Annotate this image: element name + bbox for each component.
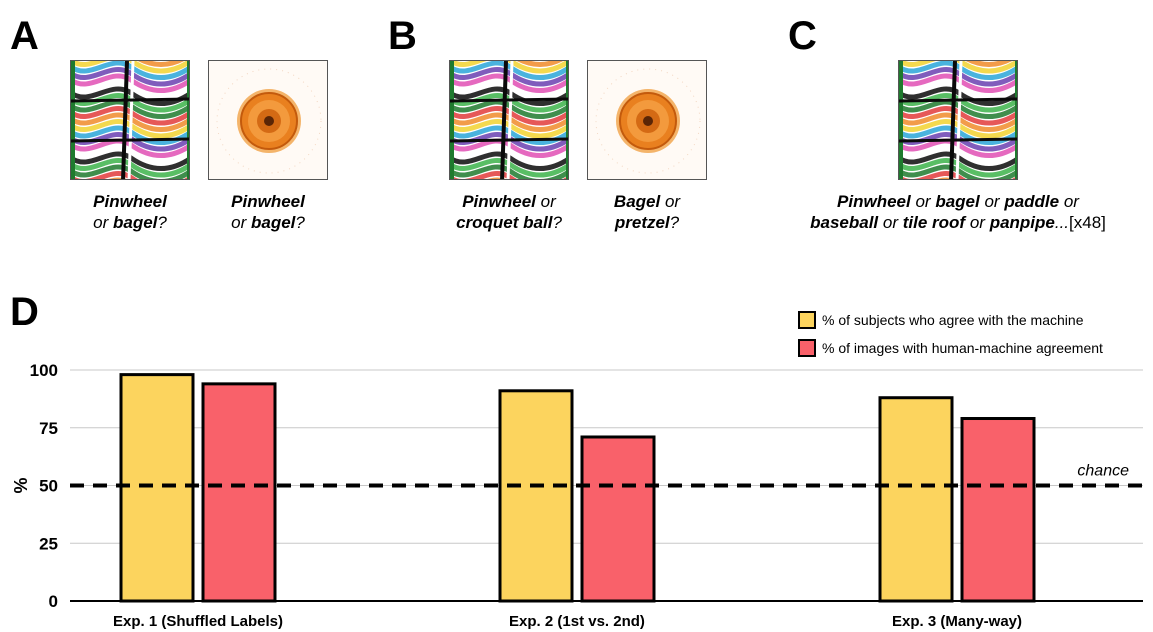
- caption-b-1: Pinwheel or croquet ball?: [456, 192, 562, 232]
- x-tick-label: Exp. 3 (Many-way): [892, 613, 1022, 630]
- bagel-image: [208, 60, 328, 180]
- caption-c: Pinwheel or bagel or paddle or baseball …: [810, 192, 1106, 232]
- pinwheel-image: [70, 60, 190, 180]
- bar: [878, 396, 954, 603]
- bar-chart: 0 25 50 75 100% Exp. 1 (Shuffled Labels) Exp. …: [11, 361, 1143, 630]
- y-tick-label: 0: [49, 592, 58, 611]
- x-tick-label: Exp. 2 (1st vs. 2nd): [509, 613, 645, 630]
- bagel-image: [587, 60, 707, 180]
- bar: [201, 382, 277, 603]
- caption-b-2: Bagel or pretzel?: [613, 192, 681, 232]
- chance-line-label: chance: [1077, 463, 1129, 480]
- bar: [580, 435, 656, 603]
- x-tick-label: Exp. 1 (Shuffled Labels): [113, 613, 283, 630]
- legend-swatch-images: [798, 339, 816, 357]
- caption-a-1: Pinwheel or bagel?: [93, 192, 167, 232]
- y-tick-label: 50: [39, 477, 58, 496]
- bar: [960, 417, 1036, 603]
- pinwheel-image: [449, 60, 569, 180]
- pinwheel-image: [898, 60, 1018, 180]
- caption-a-2: Pinwheel or bagel?: [231, 192, 305, 232]
- panel-letter-c: C: [788, 14, 817, 58]
- legend-label-images: % of images with human-machine agreement: [822, 340, 1103, 356]
- y-tick-label: 100: [30, 361, 58, 380]
- y-axis-label: %: [11, 477, 31, 493]
- y-tick-label: 75: [39, 419, 58, 438]
- panel-letter-b: B: [388, 14, 417, 58]
- y-tick-label: 25: [39, 534, 58, 553]
- legend-label-subjects: % of subjects who agree with the machine: [822, 312, 1084, 328]
- bar: [119, 373, 195, 603]
- legend-swatch-subjects: [798, 311, 816, 329]
- panel-letter-a: A: [10, 14, 39, 58]
- bar: [498, 389, 574, 603]
- panel-letter-d: D: [10, 290, 39, 334]
